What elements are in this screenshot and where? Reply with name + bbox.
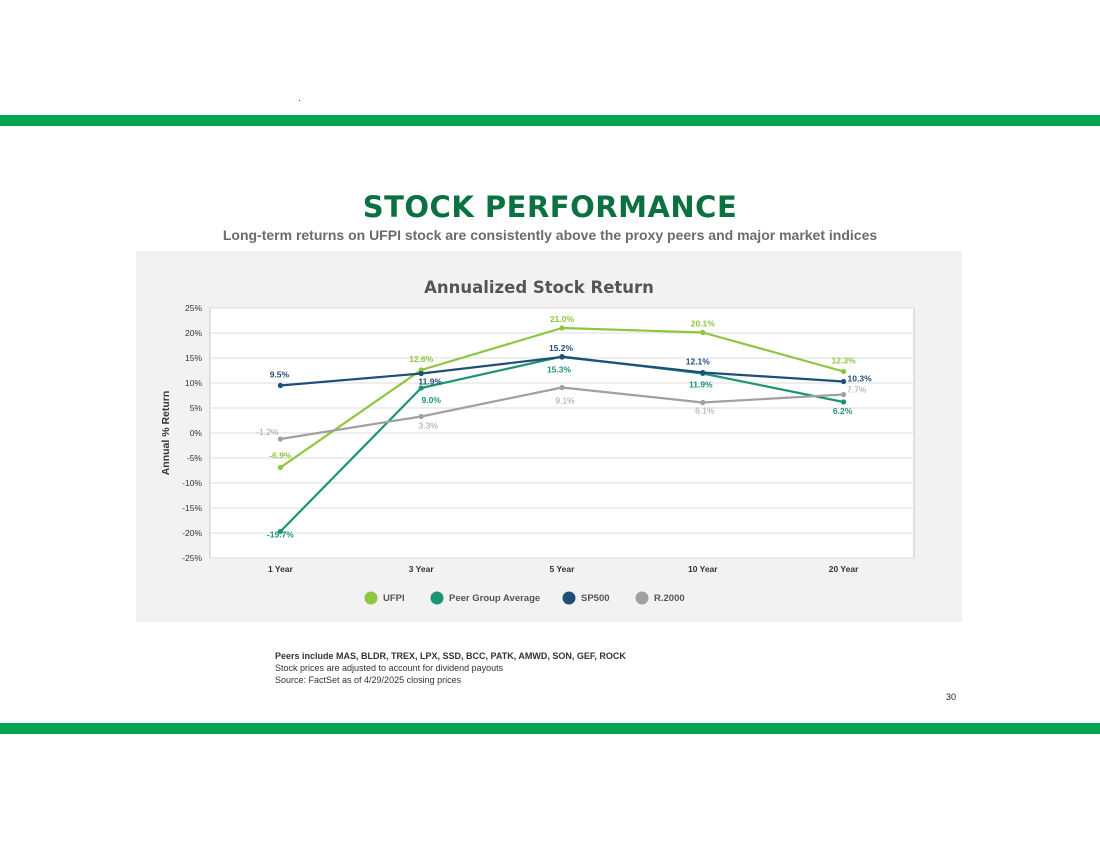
data-point	[418, 370, 424, 377]
y-tick-label: -5%	[187, 453, 203, 463]
gridlines	[209, 307, 915, 559]
data-label: 3.3%	[419, 421, 439, 431]
data-point	[559, 354, 565, 360]
page-number: 30	[946, 692, 957, 702]
legend-label: UFPI	[383, 593, 405, 604]
data-label: 12.1%	[686, 357, 711, 367]
top-green-bar	[0, 115, 1100, 126]
bottom-green-bar	[0, 723, 1100, 734]
y-tick-label: -25%	[182, 553, 202, 563]
data-label: 12.3%	[832, 356, 857, 366]
x-tick-label: 10 Year	[688, 564, 718, 574]
y-tick-label: -15%	[182, 503, 202, 513]
data-point	[418, 413, 424, 420]
legend-label: SP500	[581, 593, 610, 604]
y-tick-label: 10%	[185, 378, 202, 388]
dividend-note: Stock prices are adjusted to account for…	[275, 663, 504, 673]
legend-swatch	[562, 591, 576, 605]
y-axis-label: Annual % Return	[160, 391, 172, 476]
data-label: -1.2%	[256, 427, 279, 437]
data-point	[700, 369, 706, 376]
stray-dot	[299, 100, 300, 101]
source-note: Source: FactSet as of 4/29/2025 closing …	[275, 675, 462, 685]
x-tick-label: 5 Year	[550, 564, 576, 574]
chart-panel: Annualized Stock Return Annual % Return …	[136, 251, 962, 622]
x-tick-label: 20 Year	[829, 564, 859, 574]
y-tick-label: -20%	[182, 528, 202, 538]
data-point	[277, 382, 283, 389]
data-label: 9.0%	[422, 395, 442, 405]
data-point	[277, 464, 283, 471]
data-point	[841, 391, 847, 398]
data-point	[700, 329, 706, 336]
data-label: 15.3%	[547, 365, 572, 375]
peers-note: Peers include MAS, BLDR, TREX, LPX, SSD,…	[275, 651, 626, 661]
legend-swatch	[635, 591, 649, 605]
data-label: 10.3%	[848, 374, 873, 384]
data-label: 7.7%	[847, 385, 867, 395]
data-label: 9.1%	[555, 396, 575, 406]
data-label: 12.6%	[409, 354, 434, 364]
data-point	[841, 378, 847, 385]
y-tick-label: 25%	[185, 303, 202, 313]
legend-label: Peer Group Average	[449, 593, 540, 604]
x-tick-label: 1 Year	[268, 564, 294, 574]
axes: -25% -20% -15% -10% -5% 0% 5% 10% 15% 20% 25% 1 Yea…	[182, 303, 859, 574]
y-tick-label: 0%	[190, 428, 203, 438]
data-label: -6.9%	[269, 451, 292, 461]
data-label: 6.1%	[695, 406, 715, 416]
footnotes: Peers include MAS, BLDR, TREX, LPX, SSD,…	[275, 650, 626, 686]
chart-title: Annualized Stock Return	[424, 278, 654, 297]
data-label: 9.5%	[270, 370, 290, 380]
data-label: -19.7%	[267, 530, 294, 540]
data-point	[559, 384, 565, 391]
data-point	[418, 385, 424, 391]
legend-label: R.2000	[654, 593, 685, 604]
data-label: 15.2%	[549, 343, 574, 353]
page-subtitle: Long-term returns on UFPI stock are cons…	[222, 227, 878, 243]
line-chart: Annualized Stock Return Annual % Return …	[160, 278, 915, 605]
data-label: 21.0%	[550, 314, 575, 324]
data-label: 11.9%	[418, 377, 442, 387]
data-point	[277, 528, 283, 535]
x-tick-label: 3 Year	[409, 564, 435, 574]
data-point	[841, 399, 847, 405]
data-point	[700, 399, 706, 406]
y-tick-label: 15%	[185, 353, 202, 363]
data-point	[559, 325, 565, 331]
data-label: 11.9%	[689, 380, 713, 390]
legend-swatch	[430, 591, 444, 605]
y-tick-label: 20%	[185, 328, 202, 338]
legend-swatch	[364, 591, 378, 605]
data-point	[277, 436, 283, 442]
data-label: 20.1%	[691, 319, 716, 329]
y-tick-label: -10%	[182, 478, 202, 488]
series-lines	[277, 325, 847, 535]
y-tick-label: 5%	[190, 403, 203, 413]
legend: UFPI Peer Group Average SP500 R.2000	[364, 591, 685, 605]
data-labels: -6.9% 12.6% 21.0% 20.1% 12.3% -19.7% 9.0% 15.3%…	[256, 314, 872, 540]
data-point	[841, 368, 847, 375]
data-label: 6.2%	[833, 406, 853, 416]
page-title: STOCK PERFORMANCE	[362, 190, 738, 224]
